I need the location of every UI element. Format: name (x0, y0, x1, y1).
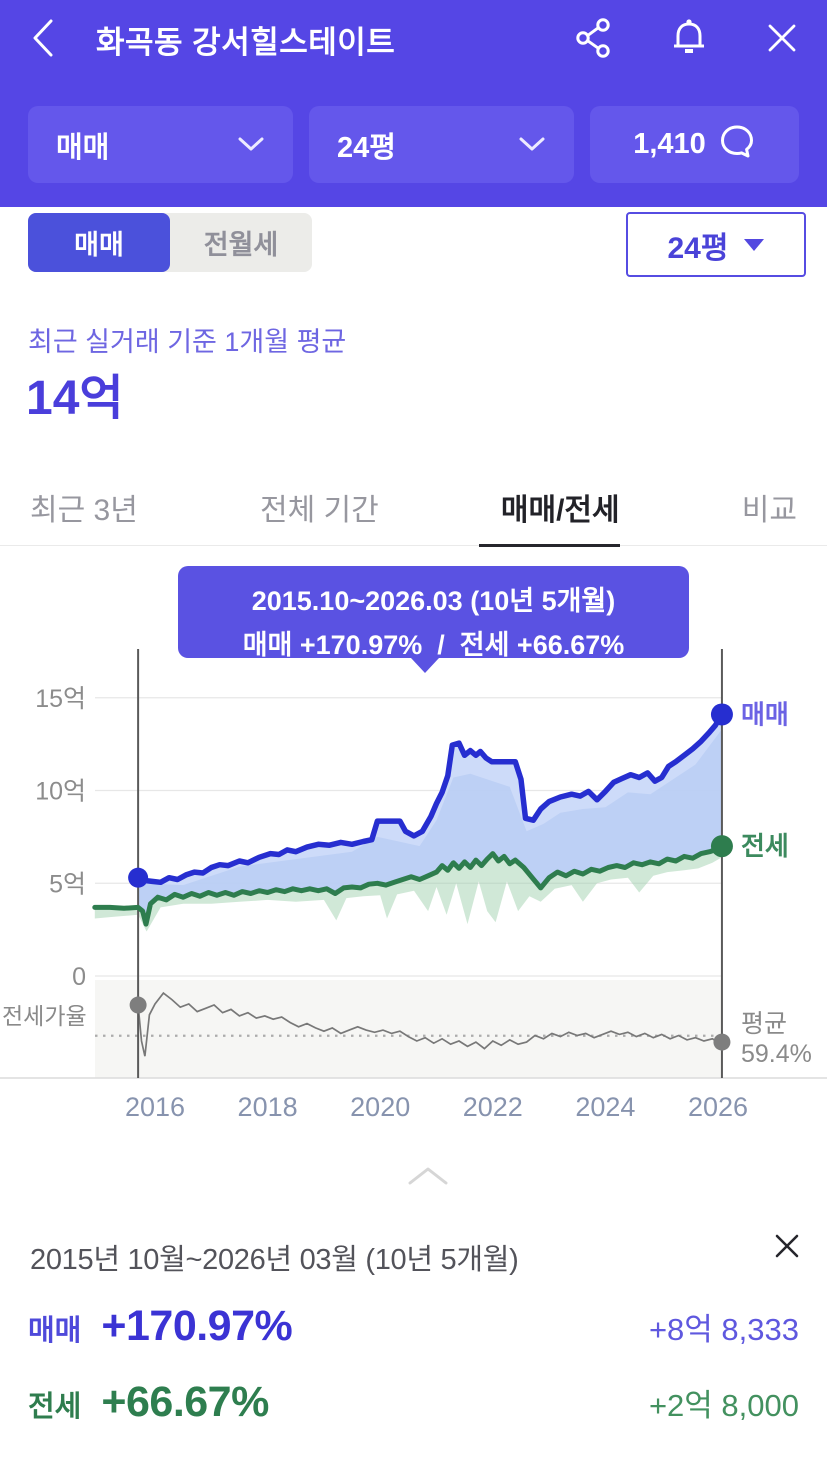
page-title: 화곡동 강서힐스테이트 (96, 24, 396, 60)
trade-type-value: 매매 (56, 131, 110, 164)
size-select-value: 24평 (667, 231, 729, 265)
bell-icon (667, 16, 711, 63)
x-tick-label: 2022 (463, 1092, 523, 1122)
sale-series-label: 매매 (741, 699, 789, 729)
jeonse-change-row: 전세 +66.67% +2억 8,000 (0, 1378, 827, 1427)
sale-line (135, 711, 725, 886)
jeonse-label: 전세 (28, 1391, 82, 1423)
sale-end-dot[interactable] (710, 703, 733, 726)
chat-bubble-icon (718, 122, 756, 168)
avg-value-label: 59.4% (741, 1040, 812, 1068)
sale-start-dot[interactable] (128, 867, 149, 888)
chevron-left-icon (26, 16, 60, 63)
y-tick-label: 15억 (35, 685, 86, 713)
jeonse-range-band (94, 846, 722, 932)
x-tick-label: 2020 (350, 1092, 410, 1122)
ratio-start-dot[interactable] (129, 996, 147, 1014)
chat-count-button[interactable]: 1,410 (590, 106, 799, 183)
app-header: 화곡동 강서힐스테이트 (0, 0, 827, 207)
size-value: 24평 (337, 131, 396, 164)
ratio-axis-label: 전세가율 (2, 1003, 87, 1029)
triangle-down-icon (744, 238, 765, 251)
header-top-row: 화곡동 강서힐스테이트 (0, 0, 827, 78)
x-tick-label: 2024 (575, 1092, 635, 1122)
avg-label: 평균 (741, 1010, 787, 1038)
summary-price: 14억 (26, 372, 124, 425)
close-button[interactable] (763, 19, 801, 60)
size-dropdown[interactable]: 24평 (309, 106, 574, 183)
y-tick-label: 5억 (49, 870, 86, 898)
chart-tooltip: 2015.10~2026.03 (10년 5개월) 매매 +170.97% / … (178, 566, 689, 673)
size-select[interactable]: 24평 (626, 212, 806, 277)
tab-sale-jeonse[interactable]: 매매/전세 (478, 468, 620, 547)
chevron-down-icon (237, 128, 265, 161)
jeonse-series-label: 전세 (741, 831, 789, 861)
sale-amount: +8억 8,333 (648, 1312, 799, 1347)
jeonse-end-dot[interactable] (710, 835, 733, 858)
share-button[interactable] (573, 17, 615, 62)
y-tick-label: 0 (72, 963, 86, 991)
chevron-down-icon (518, 128, 546, 161)
tab-compare[interactable]: 비교 (742, 468, 797, 546)
x-tick-label: 2016 (125, 1092, 185, 1122)
jeonse-line (92, 843, 725, 927)
tooltip-period: 2015.10~2026.03 (10년 5개월) (251, 586, 616, 616)
trade-rent-toggle: 매매 전월세 (28, 213, 312, 272)
back-button[interactable] (26, 16, 60, 63)
sale-change-row: 매매 +170.97% +8억 8,333 (0, 1302, 827, 1351)
x-tick-label: 2018 (238, 1092, 298, 1122)
sale-range-band (138, 714, 722, 886)
ratio-panel-bg (95, 980, 722, 1078)
x-tick-label: 2026 (688, 1092, 748, 1122)
chart-tabs: 최근 3년 전체 기간 매매/전세 비교 (0, 468, 827, 547)
ratio-end-dot[interactable] (713, 1033, 731, 1051)
share-nodes-icon (573, 17, 615, 62)
header-actions (573, 16, 801, 63)
close-icon (771, 1234, 803, 1265)
trade-type-dropdown[interactable]: 매매 (28, 106, 293, 183)
toggle-sale[interactable]: 매매 (28, 213, 170, 272)
close-summary-button[interactable] (771, 1230, 803, 1265)
header-filter-buttons: 매매 24평 1,410 (0, 106, 827, 183)
jeonse-amount: +2억 8,000 (648, 1388, 799, 1423)
chat-count: 1,410 (633, 128, 706, 160)
summary-caption: 최근 실거래 기준 1개월 평균 (28, 327, 347, 357)
close-icon (763, 19, 801, 60)
tab-recent-3y[interactable]: 최근 3년 (30, 468, 138, 546)
tab-full-period[interactable]: 전체 기간 (260, 468, 379, 546)
tooltip-change: 매매 +170.97% / 전세 +66.67% (242, 630, 625, 660)
toggle-rent[interactable]: 전월세 (170, 213, 312, 272)
ratio-line (137, 991, 722, 1057)
y-tick-label: 10억 (35, 778, 86, 806)
collapse-panel-button[interactable] (398, 1160, 458, 1193)
sale-percent: +170.97% (101, 1302, 293, 1350)
jeonse-percent: +66.67% (101, 1378, 269, 1426)
chevron-up-icon (398, 1167, 458, 1193)
selected-period-text: 2015년 10월~2026년 03월 (10년 5개월) (30, 1244, 519, 1276)
notifications-button[interactable] (667, 16, 711, 63)
sale-label: 매매 (28, 1315, 82, 1347)
